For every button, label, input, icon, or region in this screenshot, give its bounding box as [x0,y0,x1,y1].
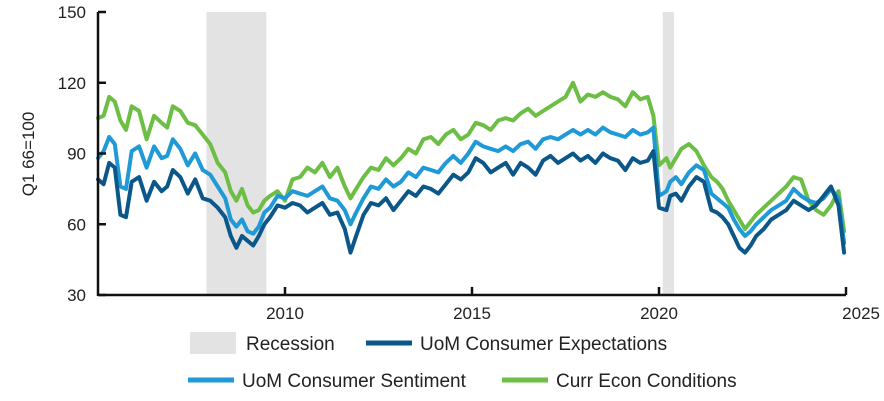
x-ticks: 2010 2015 2020 2025 [266,287,880,323]
legend-conditions-label: Curr Econ Conditions [556,371,737,392]
y-tick-label-120: 120 [58,74,86,93]
x-tick-label-2015: 2015 [453,304,491,323]
series-line-sentiment [96,125,847,246]
y-axis-title: Q1 66=100 [19,112,38,197]
recession-band-2 [662,12,674,295]
x-tick-label-2025: 2025 [842,304,880,323]
x-tick-label-2020: 2020 [640,304,678,323]
y-tick-label-60: 60 [67,215,86,234]
y-ticks: 30 60 90 120 150 [58,3,106,305]
y-tick-label-90: 90 [67,145,86,164]
series-line-conditions [96,80,847,234]
legend-sentiment-label: UoM Consumer Sentiment [242,371,467,392]
legend: Recession UoM Consumer Expectations UoM … [188,332,737,392]
legend-expectations-label: UoM Consumer Expectations [420,334,667,355]
x-tick-label-2010: 2010 [266,304,304,323]
legend-recession-label: Recession [246,334,335,355]
series-lines [96,80,847,255]
y-tick-label-150: 150 [58,3,86,22]
legend-recession-swatch [190,332,236,354]
series-line-expectations [96,149,847,255]
y-tick-label-30: 30 [67,286,86,305]
